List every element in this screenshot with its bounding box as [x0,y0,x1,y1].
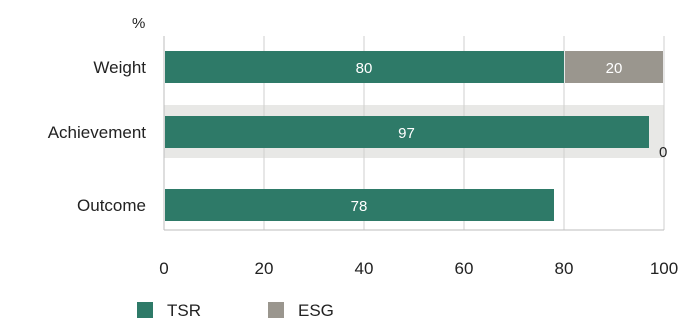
legend-label: ESG [298,301,334,320]
x-tick-label: 100 [650,259,678,278]
category-label: Achievement [48,123,147,142]
data-label: 20 [606,60,623,77]
bar-tsr-outcome [165,189,554,221]
bar-tsr-weight [165,51,564,83]
category-label: Outcome [77,196,146,215]
data-label: 0 [659,144,667,161]
category-label: Weight [93,58,146,77]
x-tick-label: 20 [255,259,274,278]
data-label: 80 [356,60,373,77]
category-labels: Weight Achievement Outcome [48,58,147,215]
x-tick-labels: 0 20 40 60 80 100 [159,259,678,278]
bars: 80 20 97 0 78 [165,51,667,221]
x-tick-label: 80 [555,259,574,278]
legend-label: TSR [167,301,201,320]
unit-label: % [132,15,145,32]
legend-swatch [137,302,153,318]
legend: TSR ESG [137,301,334,320]
bar-tsr-achievement [165,116,649,148]
x-tick-label: 0 [159,259,168,278]
x-tick-label: 40 [355,259,374,278]
data-label: 78 [351,198,368,215]
bar-esg-weight [565,51,663,83]
data-label: 97 [398,125,415,142]
legend-swatch [268,302,284,318]
x-tick-label: 60 [455,259,474,278]
